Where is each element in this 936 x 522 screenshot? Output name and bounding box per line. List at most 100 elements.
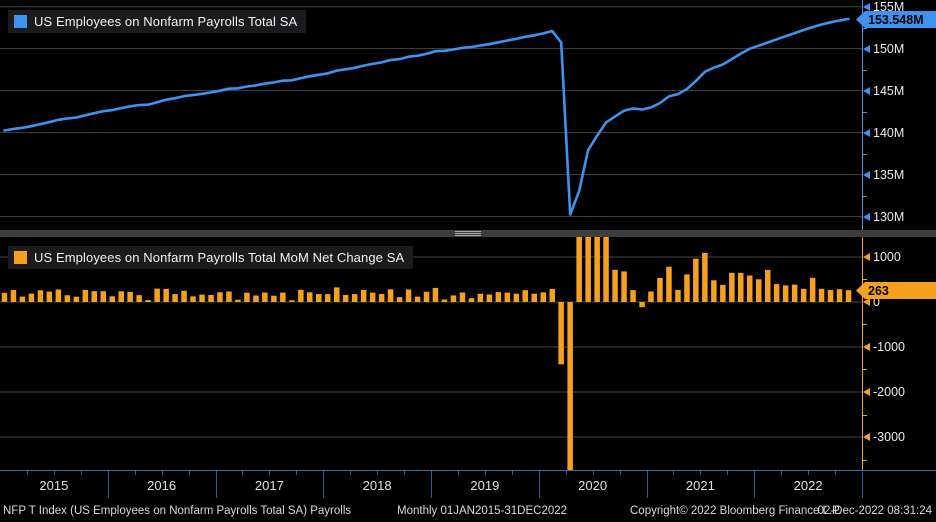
y-tick-label: -1000 — [863, 338, 905, 355]
minor-tick — [863, 196, 867, 197]
net-change-bar — [791, 284, 798, 302]
net-change-bar — [91, 291, 97, 302]
net-change-bar — [756, 279, 762, 302]
net-change-bar — [351, 294, 358, 302]
y-tick-label: 155M — [863, 0, 904, 15]
x-tick-label-year: 2016 — [147, 478, 177, 493]
bottom-y-axis: 1000 0 -1000 -2000 -3000 — [862, 237, 936, 470]
y-tick-label: 135M — [863, 166, 904, 183]
y-tick-label: 130M — [863, 208, 904, 225]
net-change-bar — [827, 289, 834, 302]
quarter-tick — [485, 471, 486, 475]
payrolls-total-plot-area[interactable] — [0, 0, 862, 230]
panel-resize-handle[interactable] — [455, 231, 481, 236]
status-bar: NFP T Index (US Employees on Nonfarm Pay… — [0, 500, 936, 522]
net-change-bar — [639, 302, 645, 308]
net-change-bar — [675, 289, 681, 302]
net-change-bar — [405, 289, 412, 302]
last-value-net-change-text: 263 — [868, 283, 889, 298]
orange-series-swatch-icon — [14, 251, 27, 264]
tick-arrow-icon — [863, 433, 870, 441]
net-change-bar — [809, 277, 816, 302]
net-change-bar — [73, 296, 80, 302]
legend-payrolls-total[interactable]: US Employees on Nonfarm Payrolls Total S… — [8, 10, 307, 33]
blue-series-swatch-icon — [14, 15, 27, 28]
tick-arrow-icon — [863, 388, 870, 396]
tick-arrow-icon — [863, 128, 870, 137]
net-change-bar — [55, 289, 62, 302]
net-change-bar — [10, 290, 17, 302]
tick-arrow-icon — [863, 297, 870, 306]
y-tick-label: 150M — [863, 40, 904, 57]
net-change-bar — [37, 290, 44, 302]
net-change-bar — [154, 288, 160, 302]
tick-arrow-icon — [863, 212, 870, 221]
net-change-bar — [334, 287, 340, 302]
quarter-tick — [404, 471, 405, 475]
net-change-bar — [423, 291, 430, 302]
net-change-plot-area[interactable] — [0, 237, 862, 470]
net-change-bar — [738, 272, 744, 302]
last-value-total-text: 153.548M — [868, 12, 924, 27]
quarter-tick — [162, 471, 163, 475]
quarter-tick — [458, 471, 459, 475]
minor-tick — [863, 70, 867, 71]
net-change-bar — [567, 302, 573, 470]
net-change-bar — [396, 297, 403, 302]
net-change-bar — [441, 299, 448, 302]
quarter-tick — [620, 471, 621, 475]
quarter-tick — [242, 471, 243, 475]
quarter-tick — [727, 471, 728, 475]
net-change-bar — [800, 288, 807, 302]
x-axis: 2015 2016 2017 2018 2019 2020 2021 2022 — [0, 470, 936, 501]
net-change-bar — [316, 294, 322, 302]
net-change-bar — [100, 291, 106, 302]
year-divider — [862, 471, 863, 498]
x-tick-label-year: 2018 — [362, 478, 392, 493]
net-change-bar — [540, 292, 546, 302]
net-change-bar — [190, 296, 196, 302]
net-change-bar — [459, 292, 466, 302]
tick-arrow-icon — [863, 86, 870, 95]
footer-date-range: Monthly 01JAN2015-31DEC2022 — [397, 505, 568, 517]
minor-tick — [863, 369, 867, 370]
net-change-bar — [109, 296, 115, 302]
year-divider — [216, 471, 217, 498]
minor-tick — [863, 112, 867, 113]
net-change-bar — [145, 300, 151, 302]
net-change-bar — [244, 292, 250, 302]
last-value-badge-net-change: 263 — [856, 282, 936, 299]
panel-separator — [0, 230, 936, 237]
year-divider — [323, 471, 324, 498]
net-change-bar — [621, 271, 627, 302]
tick-arrow-icon — [863, 252, 870, 261]
footer-timestamp: 02-Dec-2022 08:31:24 — [817, 505, 932, 517]
net-change-bar — [82, 289, 89, 302]
minor-tick — [863, 154, 867, 155]
minor-tick — [863, 279, 867, 280]
year-divider — [754, 471, 755, 498]
net-change-bar — [136, 295, 142, 302]
net-change-bar — [747, 275, 753, 302]
net-change-bar — [172, 294, 178, 302]
net-change-bar — [19, 296, 26, 302]
net-change-bar — [836, 289, 843, 302]
net-change-bar — [648, 291, 654, 302]
quarter-tick — [593, 471, 594, 475]
net-change-bar — [818, 288, 825, 302]
net-change-bar — [765, 269, 771, 302]
net-change-bar — [711, 280, 717, 302]
minor-tick — [863, 460, 867, 461]
quarter-tick — [296, 471, 297, 475]
net-change-bar — [127, 291, 133, 302]
net-change-bar — [576, 237, 582, 302]
net-change-bar — [360, 289, 367, 302]
x-tick-label-year: 2020 — [578, 478, 608, 493]
legend-net-change[interactable]: US Employees on Nonfarm Payrolls Total M… — [8, 246, 414, 269]
last-value-badge-total: 153.548M — [856, 11, 936, 28]
net-change-bar — [28, 293, 35, 302]
quarter-tick — [566, 471, 567, 475]
net-change-bar — [208, 295, 214, 302]
y-tick-label: 145M — [863, 82, 904, 99]
